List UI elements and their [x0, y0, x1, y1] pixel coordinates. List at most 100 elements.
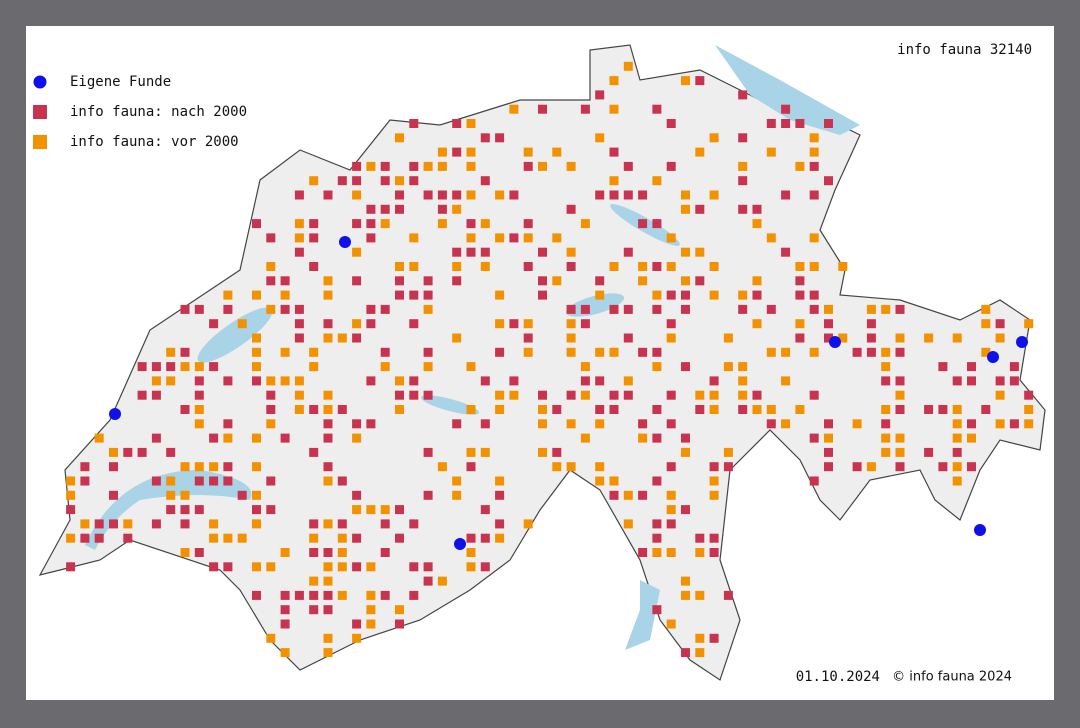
occurrence: [652, 219, 662, 229]
occurrence: [824, 419, 833, 429]
occurrence: [423, 190, 433, 200]
occurrence: [666, 462, 676, 472]
occurrence: [266, 233, 276, 243]
occurrence: [609, 304, 619, 314]
occurrence: [895, 462, 905, 472]
occurrence: [380, 362, 390, 372]
occurrence: [795, 119, 805, 128]
lakes: [85, 45, 860, 650]
occurrence: [252, 376, 261, 386]
occurrence: [252, 219, 261, 229]
occurrence: [395, 133, 404, 143]
occurrence: [566, 262, 576, 271]
occurrence: [824, 447, 833, 457]
occurrence: [709, 133, 719, 143]
occurrence: [166, 447, 176, 457]
occurrence: [380, 590, 390, 600]
occurrence: [323, 476, 333, 486]
occurrence: [280, 548, 290, 557]
occurrence: [151, 362, 161, 372]
occurrence: [337, 333, 347, 343]
occurrence: [609, 476, 619, 486]
occurrence: [437, 204, 447, 214]
occurrence: [1009, 376, 1019, 386]
occurrence: [452, 276, 462, 286]
occurrence: [309, 533, 319, 543]
occurrence: [652, 476, 662, 486]
lake: [565, 293, 625, 317]
occurrence: [809, 133, 819, 143]
occurrence: [452, 190, 462, 200]
occurrence: [595, 376, 605, 386]
occurrence: [695, 76, 705, 86]
occurrence: [824, 119, 833, 128]
occurrence: [252, 490, 261, 500]
occurrence: [337, 562, 347, 572]
occurrence: [252, 333, 261, 343]
occurrence: [437, 147, 447, 157]
occurrence: [681, 590, 690, 600]
occurrence: [252, 562, 261, 572]
occurrence: [380, 505, 390, 515]
occurrence: [924, 333, 934, 343]
occurrence: [609, 390, 619, 400]
occurrence: [109, 490, 118, 500]
occurrence: [309, 233, 319, 243]
occurrence: [194, 505, 204, 515]
occurrence: [709, 405, 719, 414]
occurrence: [423, 576, 433, 586]
occurrence: [638, 548, 648, 557]
occurrence: [981, 319, 991, 329]
occurrence: [352, 533, 362, 543]
occurrence: [766, 347, 776, 357]
occurrence: [981, 405, 991, 414]
occurrence: [738, 390, 748, 400]
occurrence: [738, 376, 748, 386]
occurrence: [738, 133, 748, 143]
occurrence: [466, 190, 476, 200]
occurrence: [895, 447, 905, 457]
occurrence: [924, 405, 934, 414]
occurrence: [566, 390, 576, 400]
occurrence: [337, 590, 347, 600]
occurrence: [495, 133, 505, 143]
occurrence: [752, 290, 762, 300]
occurrence: [480, 419, 490, 429]
lake: [715, 45, 860, 135]
occurrence: [452, 119, 462, 128]
occurrence: [495, 347, 505, 357]
occurrence: [480, 447, 490, 457]
occurrence: [352, 161, 362, 171]
occurrence: [709, 548, 719, 557]
occurrence: [738, 304, 748, 314]
occurrence: [466, 548, 476, 557]
occurrence: [294, 304, 304, 314]
occurrence: [94, 433, 104, 443]
occurrence: [323, 462, 333, 472]
occurrence: [409, 319, 419, 329]
occurrence: [609, 190, 619, 200]
copyright: © info fauna 2024: [892, 670, 1012, 685]
occurrence: [881, 376, 891, 386]
occurrence: [652, 433, 662, 443]
occurrence: [280, 433, 290, 443]
occurrence: [223, 376, 233, 386]
occurrence: [681, 290, 690, 300]
occurrence: [695, 405, 705, 414]
occurrence: [480, 505, 490, 515]
occurrence: [194, 548, 204, 557]
occurrence: [666, 119, 676, 128]
occurrence: [223, 433, 233, 443]
occurrence: [266, 633, 276, 643]
occurrence: [66, 562, 76, 572]
occurrence: [280, 290, 290, 300]
occurrence: [638, 190, 648, 200]
occurrence: [738, 362, 748, 372]
occurrence: [580, 390, 590, 400]
observations: [66, 61, 1034, 658]
occurrence: [795, 319, 805, 329]
occurrence: [237, 319, 247, 329]
occurrence: [223, 462, 233, 472]
legend-symbol: [33, 135, 47, 149]
occurrence: [323, 548, 333, 557]
